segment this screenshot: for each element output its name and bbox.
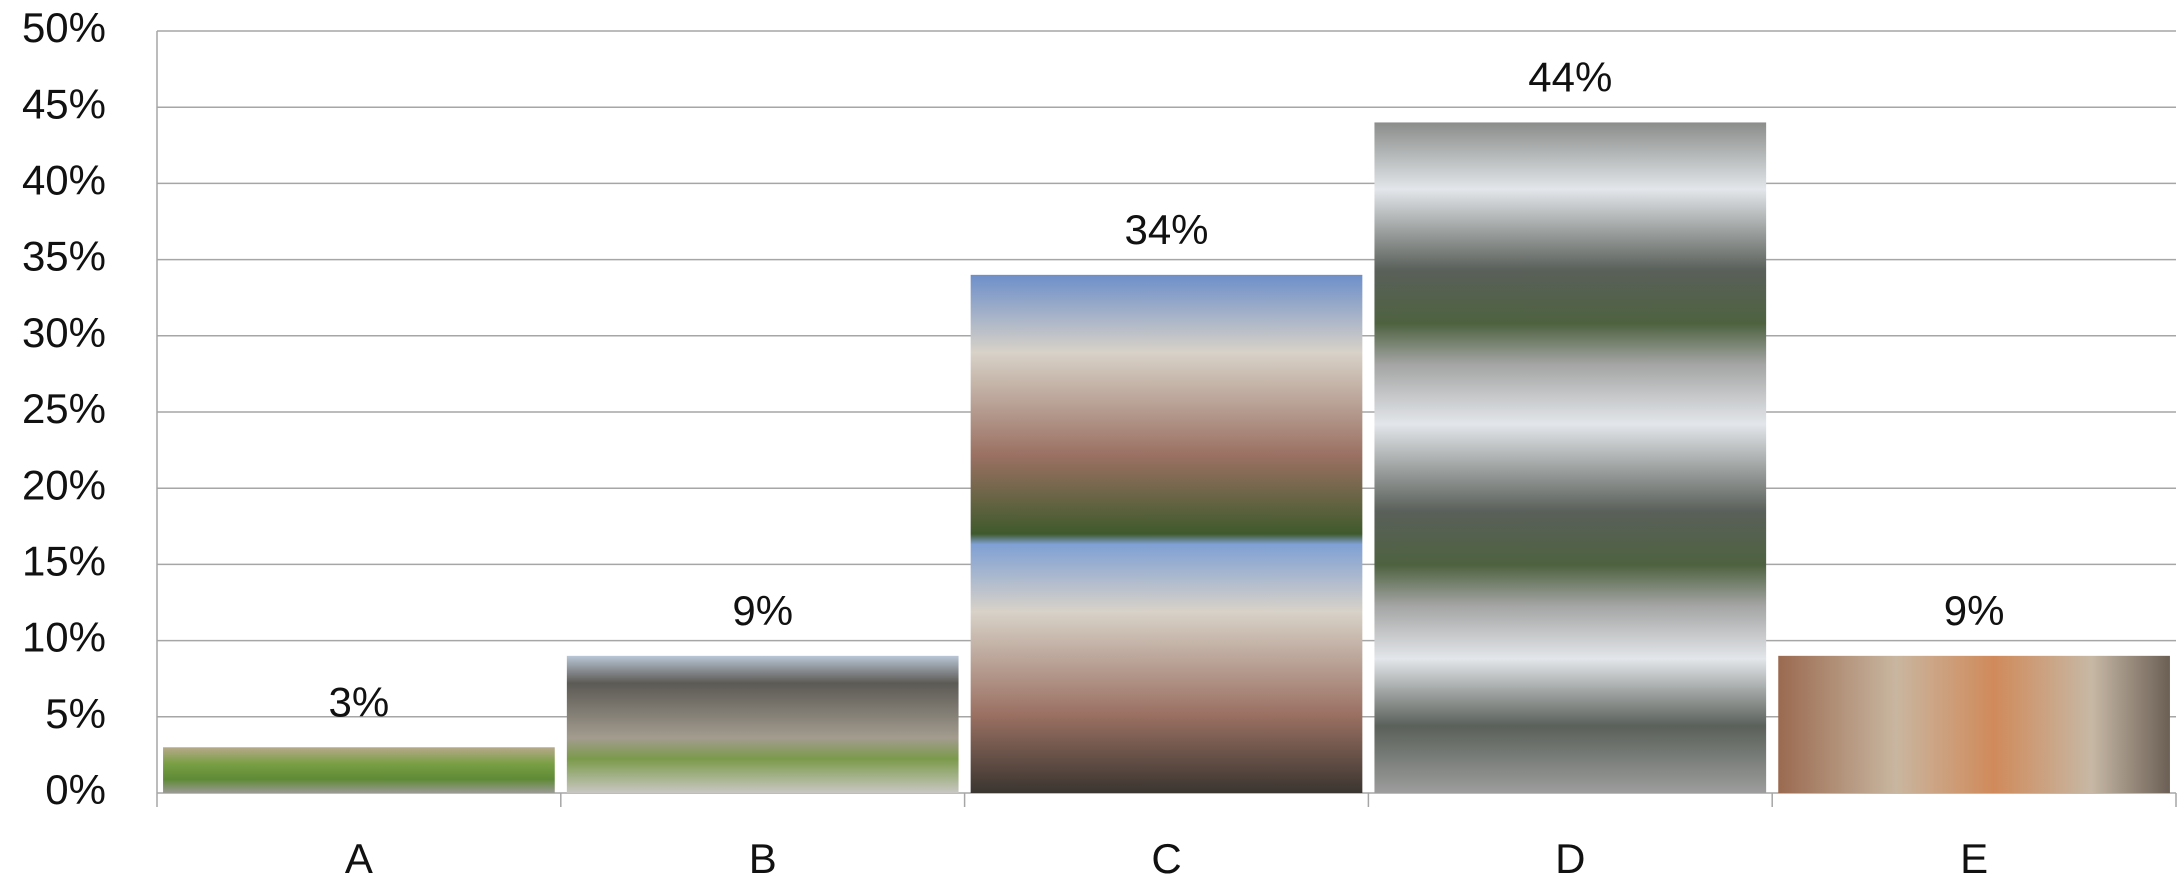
- bar: [970, 274, 1363, 794]
- x-tick-label: C: [1151, 835, 1181, 882]
- x-tick-label: B: [749, 835, 777, 882]
- y-tick-label: 50%: [22, 4, 106, 51]
- bar: [1374, 122, 1767, 793]
- y-tick-label: 45%: [22, 80, 106, 127]
- y-tick-label: 10%: [22, 614, 106, 661]
- y-tick-label: 20%: [22, 461, 106, 508]
- bar: [1778, 655, 2170, 793]
- y-tick-label: 15%: [22, 537, 106, 584]
- bar: [163, 747, 555, 793]
- y-tick-label: 25%: [22, 385, 106, 432]
- y-tick-label: 0%: [45, 766, 106, 813]
- value-label: 44%: [1528, 54, 1612, 101]
- value-label: 3%: [329, 678, 390, 725]
- value-label: 34%: [1124, 206, 1208, 253]
- value-label: 9%: [732, 587, 793, 634]
- bar: [566, 655, 959, 793]
- y-tick-label: 40%: [22, 156, 106, 203]
- y-tick-label: 30%: [22, 309, 106, 356]
- y-tick-label: 35%: [22, 233, 106, 280]
- x-tick-label: E: [1960, 835, 1988, 882]
- x-tick-label: D: [1555, 835, 1585, 882]
- value-label: 9%: [1944, 587, 2005, 634]
- y-tick-label: 5%: [45, 690, 106, 737]
- x-tick-label: A: [345, 835, 373, 882]
